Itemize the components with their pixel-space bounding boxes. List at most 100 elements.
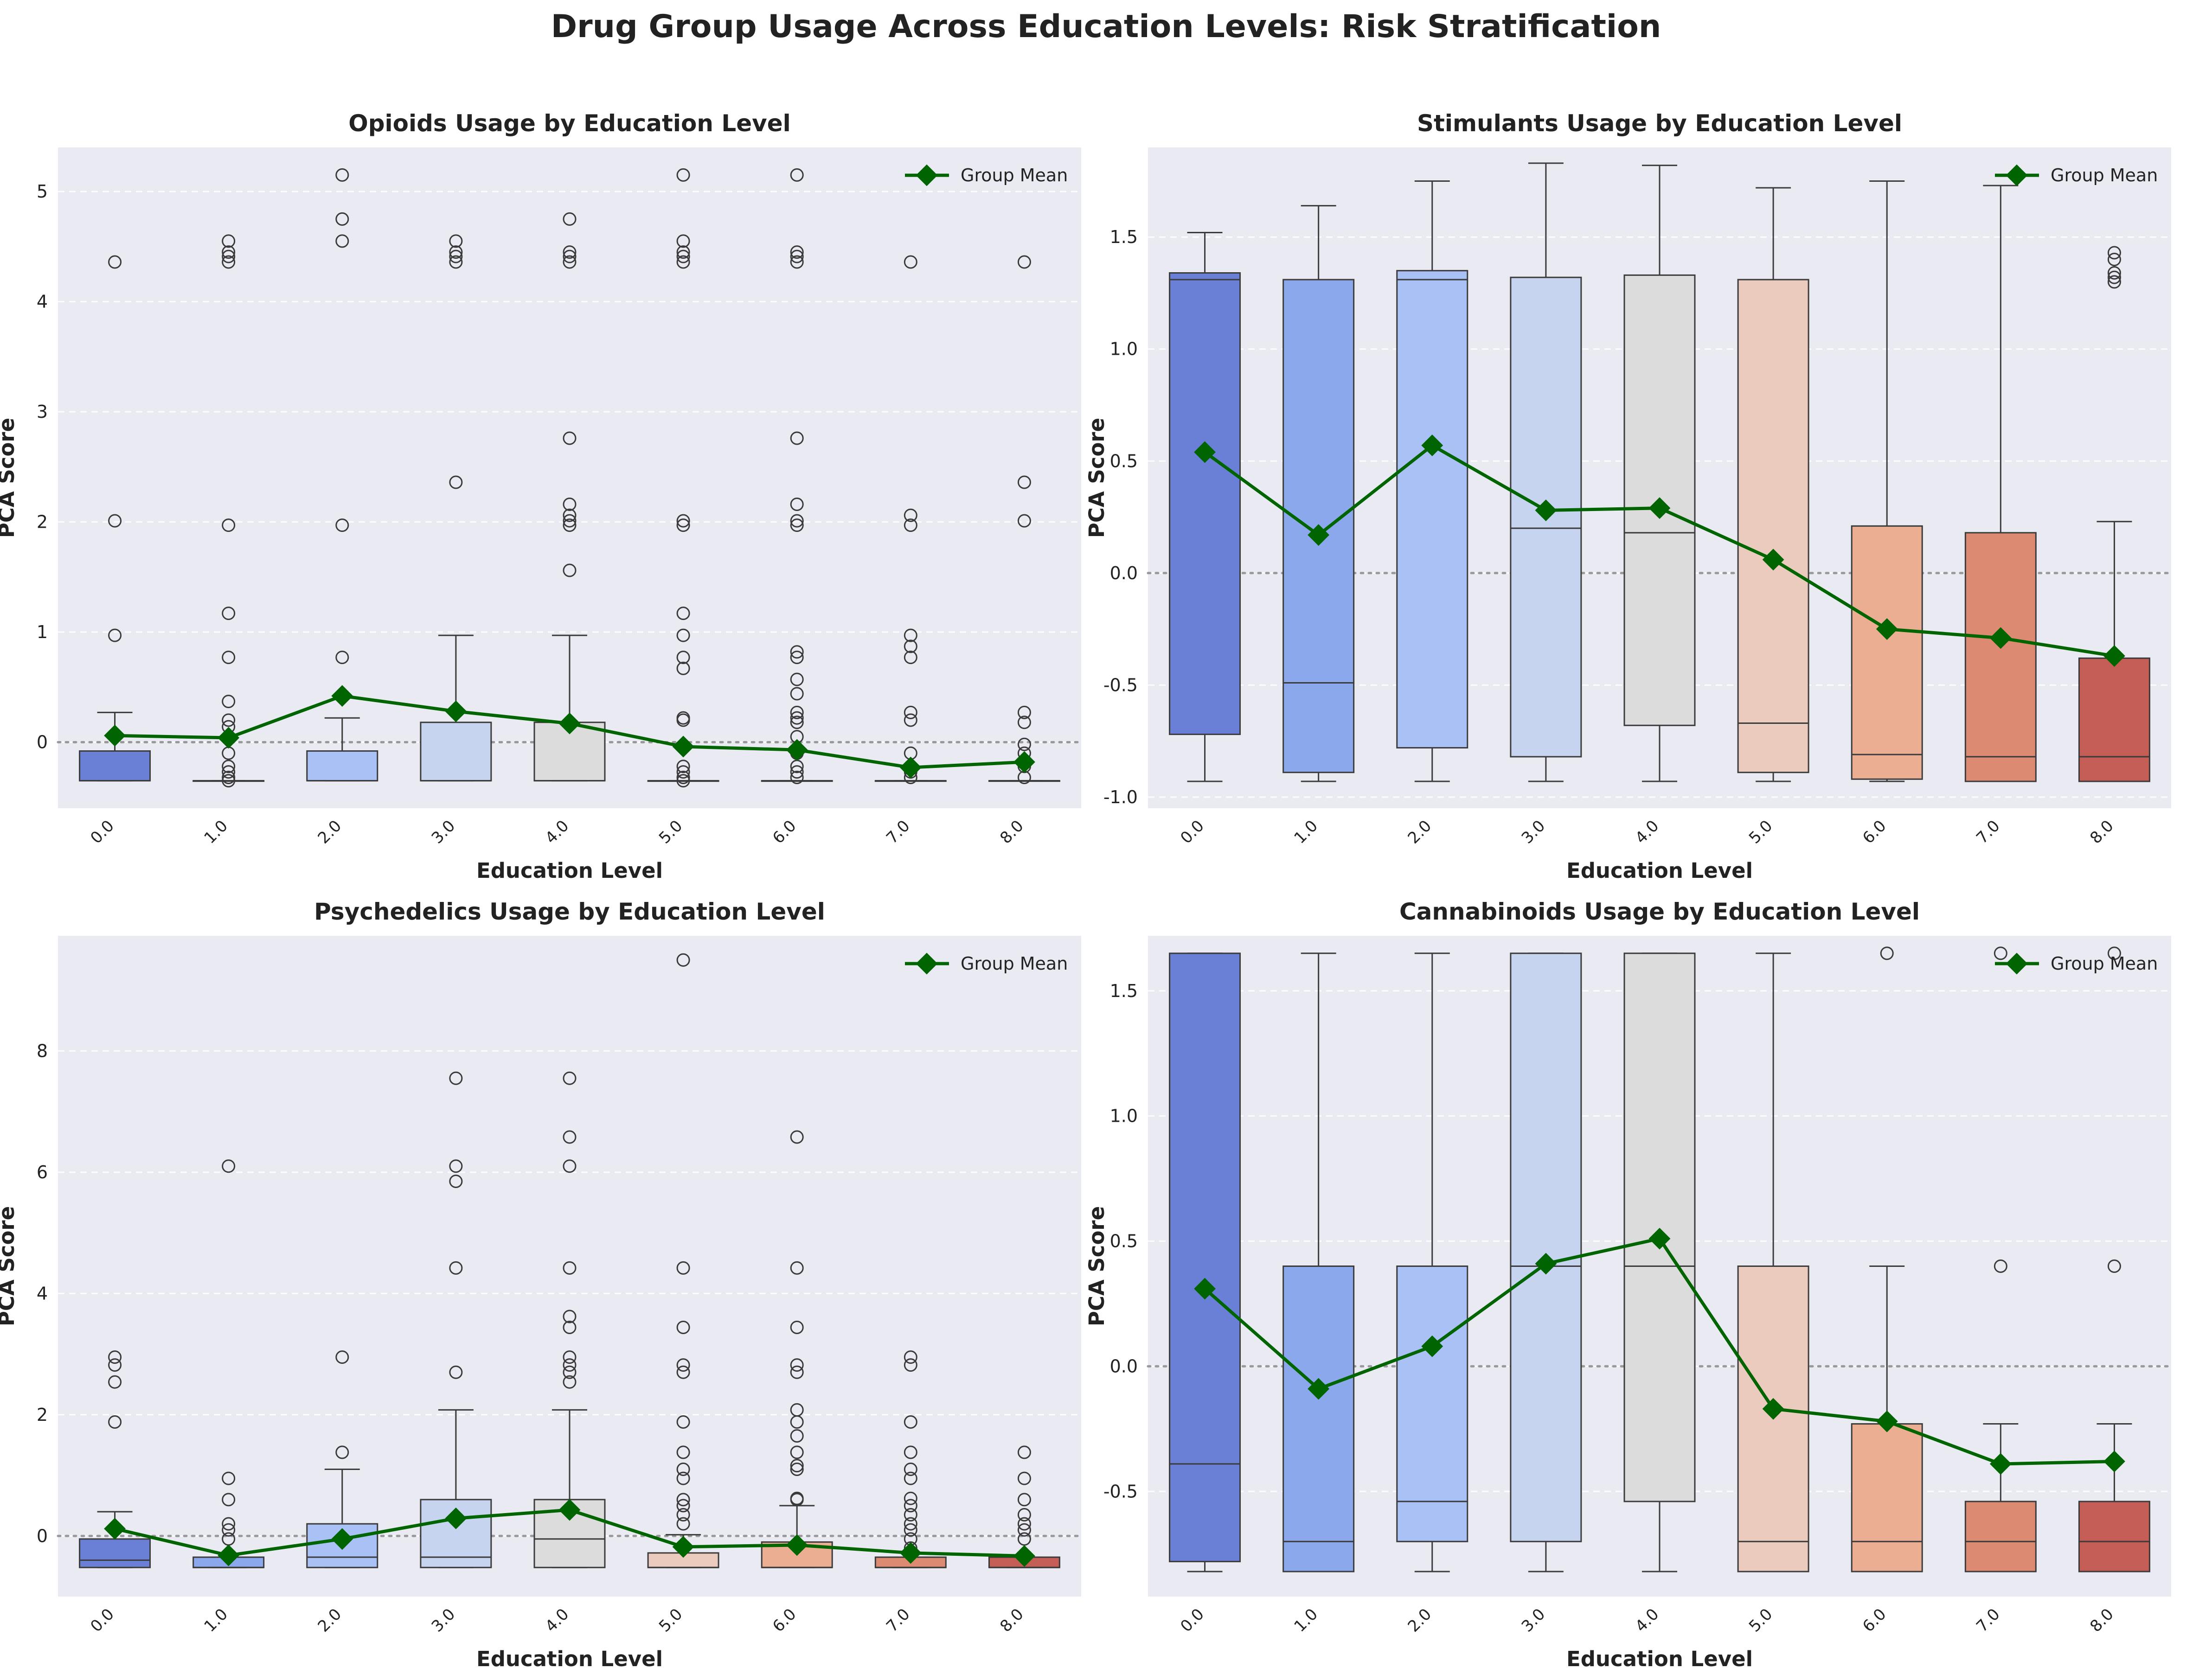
- outlier-point: [790, 711, 804, 725]
- subplot-3: 0 2 4 6 8 0.0 1.0 2.0 3.0 4.0 5.0 6.0 7.0 8.0 Psychede…: [0, 898, 1083, 1668]
- outlier-point: [1994, 946, 2007, 960]
- x-tick-label: 0.0: [87, 817, 118, 848]
- y-tick-label: -1.0: [1103, 787, 1138, 807]
- x-tick-label: 6.0: [1859, 817, 1890, 848]
- outlier-point: [449, 234, 463, 248]
- x-tick-label: 5.0: [1745, 817, 1776, 848]
- outlier-point: [222, 771, 236, 784]
- x-tick-label: 8.0: [2086, 817, 2117, 848]
- outlier-point: [222, 245, 236, 259]
- group-mean-marker: [899, 756, 922, 779]
- outlier-point: [904, 1508, 917, 1522]
- x-tick-label: 3.0: [1518, 817, 1549, 848]
- outlier-point: [563, 1321, 577, 1335]
- y-tick-label: 1.0: [1110, 339, 1138, 359]
- y-tick-label: 4: [37, 1283, 48, 1304]
- group-mean-marker: [558, 1499, 581, 1521]
- group-mean-marker: [445, 1507, 467, 1529]
- box-3.0: [420, 234, 492, 782]
- box-8.0: [2078, 946, 2150, 1572]
- outlier-point: [449, 245, 463, 259]
- x-tick-label: 7.0: [1973, 817, 2004, 848]
- outlier-point: [676, 234, 690, 248]
- outlier-point: [904, 651, 917, 665]
- y-axis-label: PCA Score: [0, 418, 19, 538]
- outlier-point: [904, 1445, 917, 1459]
- outlier-point: [904, 255, 917, 269]
- outlier-point: [676, 514, 690, 528]
- x-tick-label: 4.0: [1632, 1605, 1663, 1636]
- group-mean-marker: [1989, 1453, 2012, 1475]
- subplot-title: Stimulants Usage by Education Level: [1417, 110, 1902, 137]
- outlier-point: [790, 765, 804, 779]
- iqr-box: [1737, 279, 1809, 773]
- legend: Group Mean: [905, 164, 1068, 186]
- box-2.0: [1396, 952, 1468, 1572]
- x-tick-label: 2.0: [1404, 1605, 1436, 1636]
- group-mean-marker: [2103, 1451, 2125, 1472]
- outlier-point: [790, 431, 804, 445]
- outlier-point: [563, 1365, 577, 1379]
- outlier-point: [222, 760, 236, 773]
- figure-title: Drug Group Usage Across Education Levels…: [551, 8, 1661, 45]
- x-axis-label: Education Level: [1566, 858, 1753, 883]
- subplot-title: Opioids Usage by Education Level: [348, 110, 791, 137]
- group-mean-marker: [1535, 499, 1557, 521]
- outlier-point: [563, 563, 577, 577]
- outlier-point: [904, 1358, 917, 1372]
- outlier-point: [676, 255, 690, 269]
- group-mean-marker: [672, 1536, 694, 1558]
- outlier-point: [1017, 255, 1031, 269]
- outlier-point: [222, 651, 236, 665]
- outlier-point: [222, 1517, 236, 1531]
- outlier-point: [676, 953, 690, 967]
- group-mean-marker: [786, 1534, 808, 1556]
- y-tick-label: 0: [37, 1526, 48, 1546]
- outlier-point: [563, 508, 577, 522]
- x-tick-label: 4.0: [542, 817, 573, 848]
- outlier-point: [222, 1523, 236, 1537]
- subplot-title: Psychedelics Usage by Education Level: [314, 898, 825, 925]
- outlier-point: [790, 249, 804, 263]
- box-0.0: [1169, 952, 1241, 1572]
- outlier-point: [676, 1261, 690, 1275]
- outlier-point: [335, 168, 349, 182]
- outlier-point: [108, 1350, 122, 1364]
- y-tick-label: 0.0: [1110, 1356, 1138, 1376]
- legend: Group Mean: [905, 952, 1068, 975]
- outlier-point: [108, 628, 122, 642]
- y-tick-label: 2: [37, 1405, 48, 1425]
- outlier-point: [563, 518, 577, 532]
- outlier-point: [2107, 266, 2121, 280]
- outlier-point: [563, 1261, 577, 1275]
- y-tick-label: 0.0: [1110, 563, 1138, 583]
- group-mean-marker: [218, 727, 240, 749]
- outlier-point: [790, 1459, 804, 1473]
- outlier-point: [790, 168, 804, 182]
- group-mean-marker: [786, 739, 808, 761]
- outlier-point: [335, 234, 349, 248]
- box-7.0: [1964, 185, 2037, 782]
- group-mean-marker: [1421, 1335, 1443, 1357]
- outlier-point: [449, 1365, 463, 1379]
- outlier-point: [1017, 1523, 1031, 1537]
- outlier-point: [2107, 275, 2121, 289]
- x-tick-label: 3.0: [428, 1605, 459, 1636]
- outlier-point: [2107, 270, 2121, 284]
- group-mean-marker: [1194, 1278, 1216, 1300]
- outlier-point: [676, 518, 690, 532]
- outlier-point: [1017, 1532, 1031, 1546]
- box-0.0: [1169, 232, 1241, 782]
- outlier-point: [108, 255, 122, 269]
- y-axis-label: PCA Score: [1084, 418, 1109, 538]
- outlier-point: [676, 1365, 690, 1379]
- outlier-point: [790, 651, 804, 665]
- outlier-point: [676, 1471, 690, 1485]
- group-mean-marker: [1013, 751, 1035, 773]
- outlier-point: [904, 1415, 917, 1429]
- x-tick-label: 6.0: [769, 1605, 800, 1636]
- box-5.0: [647, 168, 719, 788]
- legend-marker: [2006, 164, 2028, 186]
- legend-label: Group Mean: [2051, 165, 2158, 185]
- outlier-point: [676, 760, 690, 773]
